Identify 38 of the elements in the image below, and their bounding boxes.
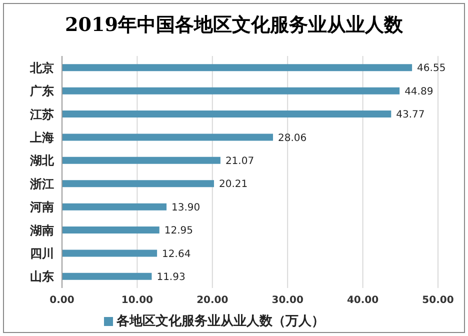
x-tick-label: 30.00 <box>272 295 304 306</box>
y-tick-label: 广东 <box>29 84 54 98</box>
bar <box>62 203 167 210</box>
data-label: 20.21 <box>218 179 248 190</box>
y-tick-label: 四川 <box>30 246 54 260</box>
y-tick-label: 江苏 <box>29 107 54 122</box>
chart-title: 2019年中国各地区文化服务业从业人数 <box>64 13 404 38</box>
data-label: 28.06 <box>278 132 307 144</box>
data-label: 46.55 <box>417 63 446 74</box>
y-tick-label: 河南 <box>29 200 54 214</box>
x-tick-label: 20.00 <box>196 295 228 306</box>
bar <box>62 156 220 164</box>
bar <box>62 180 214 188</box>
data-label: 12.64 <box>162 248 191 260</box>
bar <box>62 272 152 280</box>
bar <box>62 134 274 141</box>
y-tick-label: 湖北 <box>29 154 55 168</box>
y-tick-label: 山东 <box>30 270 54 284</box>
data-label: 11.93 <box>156 272 186 283</box>
data-label: 43.77 <box>396 110 425 121</box>
legend-label: 各地区文化服务业从业人数（万人） <box>116 314 324 329</box>
bar <box>62 64 412 72</box>
bar <box>62 87 400 94</box>
bar <box>62 110 392 118</box>
y-tick-label: 湖南 <box>29 223 54 238</box>
x-tick-label: 0.00 <box>50 295 74 306</box>
bar <box>62 250 158 257</box>
data-label: 12.95 <box>164 226 194 237</box>
y-tick-label: 北京 <box>29 60 54 75</box>
x-tick-label: 40.00 <box>346 295 379 306</box>
bar <box>62 226 160 234</box>
x-tick-label: 10.00 <box>121 295 154 306</box>
y-tick-label: 上海 <box>29 130 54 144</box>
data-label: 44.89 <box>404 86 434 98</box>
data-label: 13.90 <box>172 202 200 214</box>
x-tick-label: 50.00 <box>422 295 454 306</box>
data-label: 21.07 <box>225 156 254 167</box>
y-tick-label: 浙江 <box>29 176 54 191</box>
